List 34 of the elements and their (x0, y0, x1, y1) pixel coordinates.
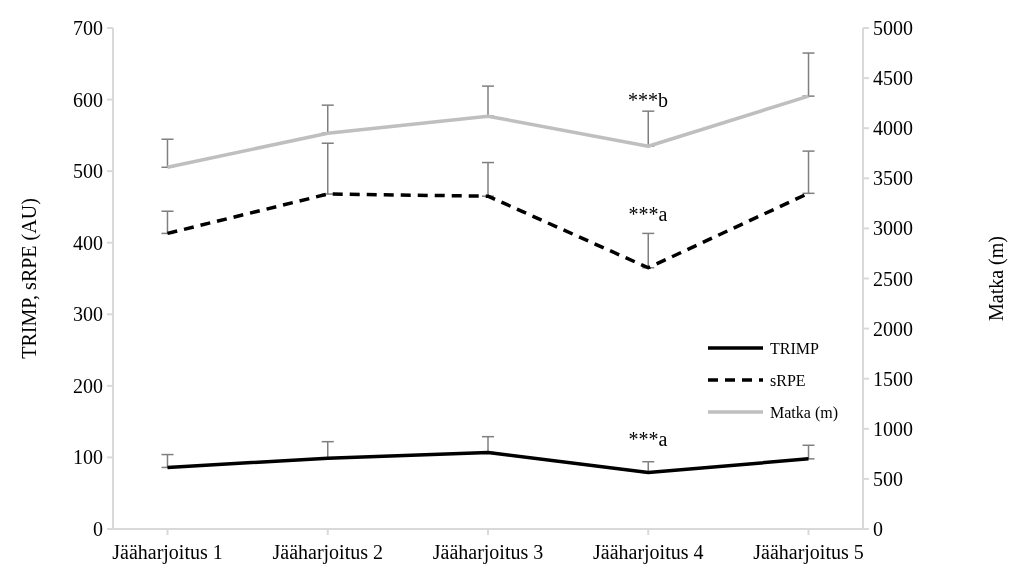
y2-tick-label: 3500 (873, 167, 913, 190)
legend-label: sRPE (770, 371, 806, 389)
x-tick-label: Jääharjoitus 3 (432, 541, 544, 564)
y-axis-title: TRIMP, sRPE (AU) (18, 198, 41, 359)
annotation: ***b (628, 89, 668, 111)
x-tick-label: Jääharjoitus 5 (753, 541, 864, 564)
y2-tick-label: 2500 (873, 267, 913, 290)
y-tick-label: 700 (73, 17, 103, 39)
y-tick-label: 500 (73, 160, 103, 183)
x-tick-label: Jääharjoitus 4 (592, 541, 704, 564)
y2-tick-label: 2000 (873, 317, 913, 340)
y2-tick-label: 5000 (873, 17, 913, 39)
y-tick-label: 100 (73, 446, 103, 469)
y2-tick-label: 500 (873, 467, 903, 490)
annotation: ***a (628, 428, 668, 450)
y-tick-label: 600 (73, 88, 103, 111)
legend-label: Matka (m) (770, 403, 838, 422)
y2-axis-title: Matka (m) (985, 236, 1008, 321)
y2-tick-label: 3000 (873, 217, 913, 240)
y-tick-label: 300 (73, 303, 103, 326)
y-tick-label: 400 (73, 231, 103, 254)
y-tick-label: 0 (93, 518, 103, 540)
y-tick-label: 200 (73, 374, 103, 397)
line-series (165, 94, 811, 170)
x-tick-label: Jääharjoitus 1 (112, 541, 223, 564)
y2-tick-label: 4500 (873, 67, 913, 90)
legend-label: TRIMP (770, 339, 819, 357)
y2-tick-label: 4000 (873, 117, 913, 140)
y2-tick-label: 0 (873, 518, 883, 540)
y2-tick-label: 1500 (873, 367, 913, 390)
y2-tick-label: 1000 (873, 417, 913, 440)
annotation: ***a (628, 203, 668, 225)
line-series (165, 450, 811, 475)
x-tick-label: Jääharjoitus 2 (272, 541, 384, 564)
